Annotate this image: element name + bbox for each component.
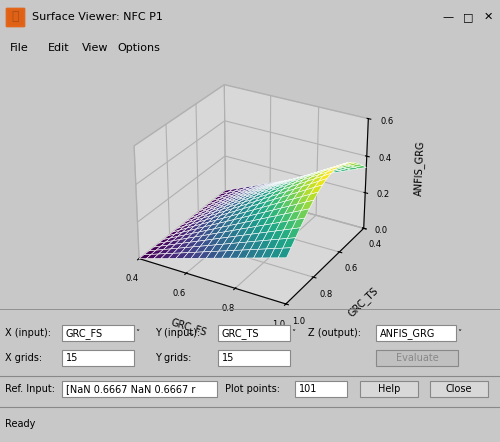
Text: Evaluate: Evaluate [396, 353, 438, 363]
Bar [6, 8, 24, 26]
Text: Y grids:: Y grids: [155, 353, 192, 363]
Text: 101: 101 [299, 384, 318, 394]
Text: 🔥: 🔥 [11, 10, 19, 23]
Text: ✕: ✕ [484, 12, 492, 22]
Text: Plot points:: Plot points: [225, 384, 280, 394]
Text: □: □ [463, 12, 473, 22]
FancyBboxPatch shape [295, 381, 347, 397]
Text: View: View [82, 43, 108, 53]
X-axis label: GRC_FS: GRC_FS [170, 317, 208, 338]
Text: Ref. Input:: Ref. Input: [5, 384, 55, 394]
Text: 15: 15 [66, 353, 78, 363]
Text: 15: 15 [222, 353, 234, 363]
Text: GRC_FS: GRC_FS [66, 328, 103, 339]
Text: Edit: Edit [48, 43, 70, 53]
Text: GRC_TS: GRC_TS [222, 328, 260, 339]
Text: ANFIS_GRG: ANFIS_GRG [380, 328, 436, 339]
Text: [NaN 0.6667 NaN 0.6667 r: [NaN 0.6667 NaN 0.6667 r [66, 384, 196, 394]
FancyBboxPatch shape [218, 325, 290, 341]
Bar [6, 8, 24, 26]
FancyBboxPatch shape [376, 325, 456, 341]
Text: ˅: ˅ [457, 329, 461, 338]
Text: ˅: ˅ [135, 329, 139, 338]
Y-axis label: GRC_TS: GRC_TS [346, 285, 380, 319]
FancyBboxPatch shape [218, 350, 290, 366]
Text: Options: Options [117, 43, 160, 53]
FancyBboxPatch shape [62, 381, 217, 397]
Text: —: — [442, 12, 454, 22]
Text: File: File [10, 43, 29, 53]
FancyBboxPatch shape [376, 350, 458, 366]
FancyBboxPatch shape [360, 381, 418, 397]
Text: Y (input):: Y (input): [155, 328, 200, 338]
FancyBboxPatch shape [62, 350, 134, 366]
FancyBboxPatch shape [62, 325, 134, 341]
Text: Close: Close [446, 384, 472, 394]
Text: Z (output):: Z (output): [308, 328, 361, 338]
Text: Help: Help [378, 384, 400, 394]
Text: Ready: Ready [5, 419, 36, 429]
Text: Surface Viewer: NFC P1: Surface Viewer: NFC P1 [32, 12, 163, 22]
Text: X grids:: X grids: [5, 353, 42, 363]
FancyBboxPatch shape [430, 381, 488, 397]
Text: ˅: ˅ [291, 329, 295, 338]
Text: X (input):: X (input): [5, 328, 51, 338]
